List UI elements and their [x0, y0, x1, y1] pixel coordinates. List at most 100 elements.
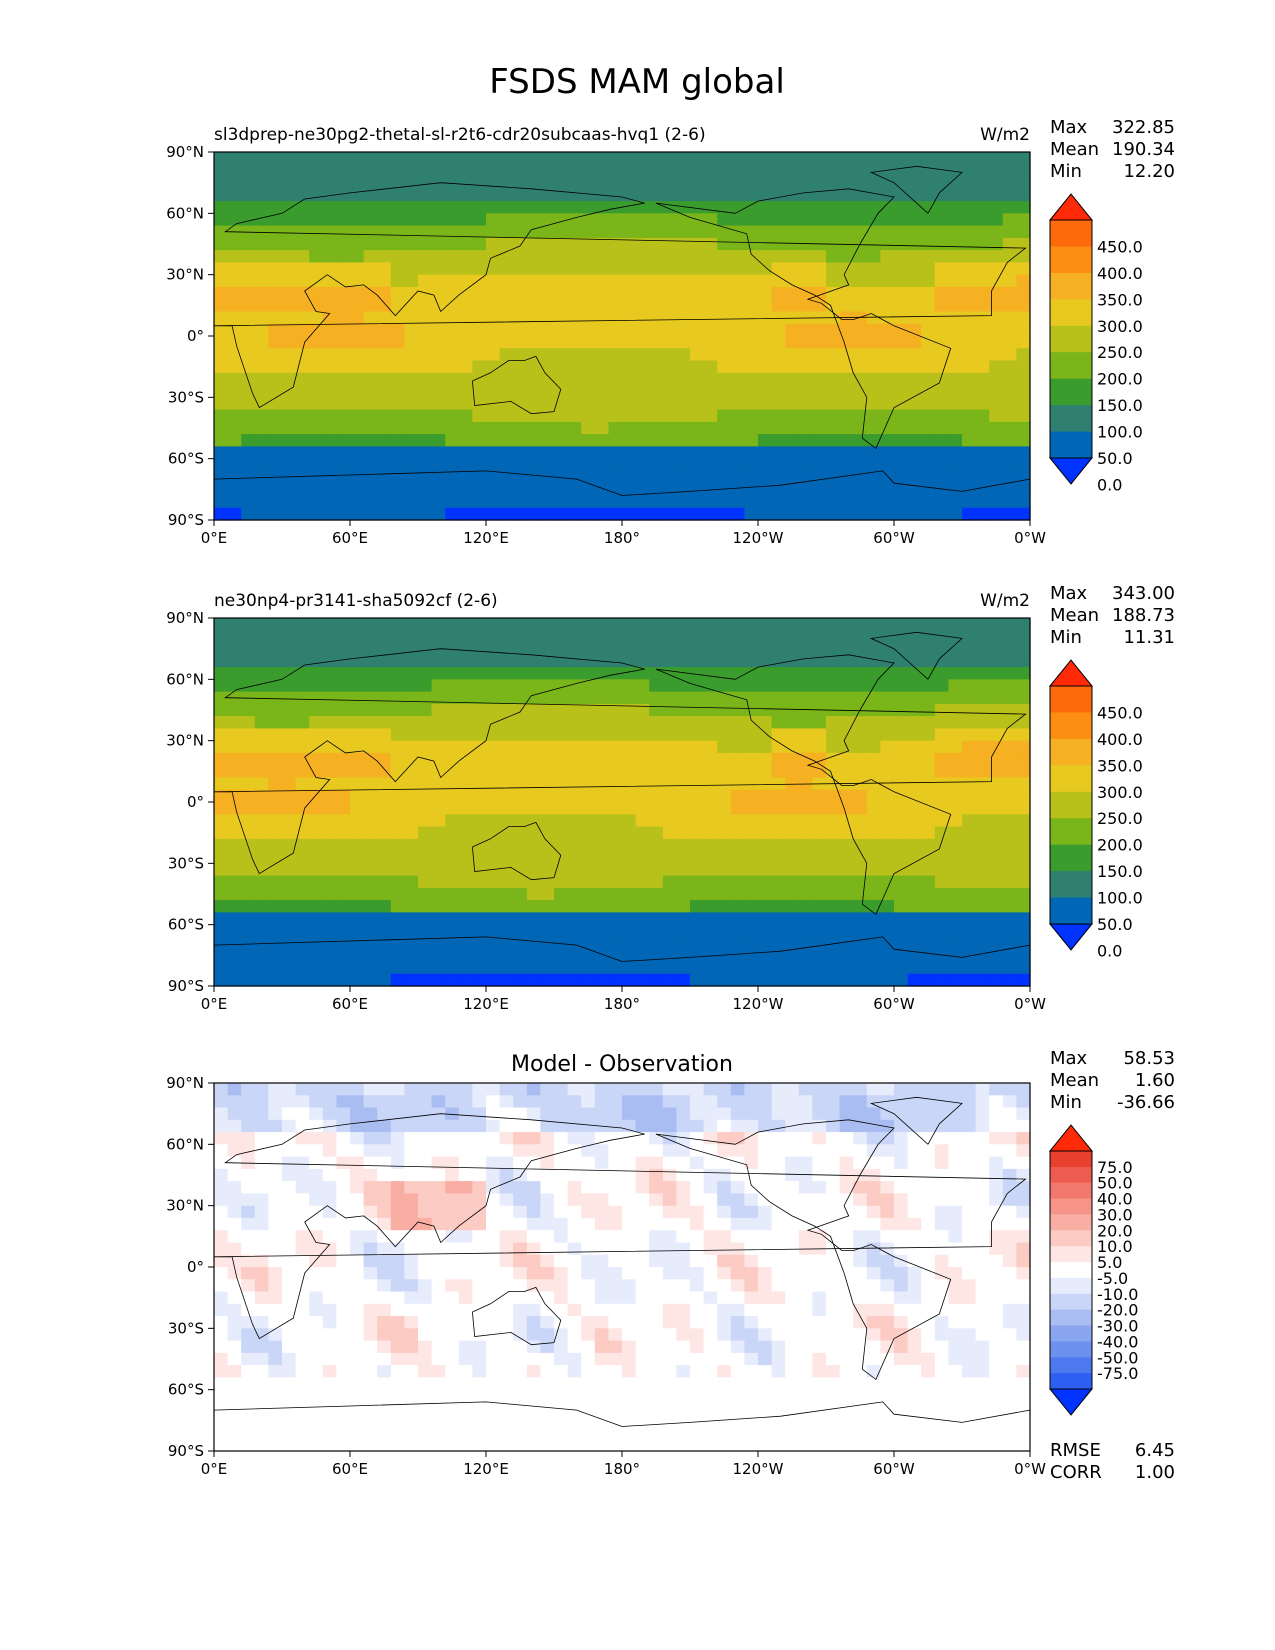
heat-cell	[662, 703, 677, 717]
heat-cell	[853, 1144, 868, 1158]
heat-cell	[758, 286, 773, 300]
heat-cell	[962, 924, 977, 938]
heat-cell	[907, 360, 922, 374]
heat-cell	[309, 250, 324, 263]
heat-cell	[377, 642, 392, 656]
heat-cell	[826, 752, 841, 766]
heat-cell	[554, 802, 569, 815]
heat-cell	[322, 1144, 337, 1158]
heat-cell	[690, 311, 705, 325]
heat-cell	[880, 360, 895, 374]
heat-cell	[690, 1267, 705, 1280]
heat-cell	[350, 446, 365, 460]
heat-cell	[581, 483, 596, 497]
heat-cell	[227, 973, 242, 987]
heat-cell	[744, 887, 759, 901]
heat-cell	[295, 201, 310, 214]
heat-cell	[458, 1291, 473, 1305]
heat-cell	[758, 152, 773, 165]
heat-cell	[322, 679, 337, 693]
heat-cell	[445, 188, 460, 202]
heat-cell	[744, 323, 759, 337]
heat-cell	[649, 323, 664, 337]
heat-cell	[336, 176, 351, 190]
heat-cell	[282, 740, 297, 754]
heat-cell	[526, 483, 541, 497]
heat-cell	[717, 1193, 732, 1207]
heat-cell	[826, 1095, 841, 1109]
heat-cell	[608, 826, 623, 840]
heat-cell	[635, 360, 650, 374]
heat-cell	[717, 752, 732, 766]
heat-cell	[839, 642, 854, 656]
heat-cell	[322, 348, 337, 362]
heat-cell	[513, 740, 528, 754]
heat-cell	[513, 863, 528, 877]
heat-cell	[486, 1144, 501, 1158]
heat-cell	[594, 164, 609, 178]
heat-cell	[309, 679, 324, 693]
heat-cell	[730, 360, 745, 374]
heat-cell	[472, 225, 487, 239]
heat-cell	[390, 483, 405, 497]
heat-cell	[404, 630, 419, 644]
heat-cell	[390, 1217, 405, 1231]
heat-cell	[975, 213, 990, 227]
heat-cell	[445, 348, 460, 362]
heat-cell	[962, 875, 977, 889]
heat-cell	[472, 470, 487, 484]
heat-cell	[826, 691, 841, 705]
heat-cell	[282, 483, 297, 497]
heat-cell	[934, 483, 949, 497]
heat-cell	[676, 1181, 691, 1194]
colorbar-label: 250.0	[1097, 809, 1143, 828]
heat-cell	[771, 642, 786, 656]
heat-cell	[894, 213, 909, 227]
heat-cell	[241, 1095, 256, 1109]
heat-cell	[880, 1328, 895, 1342]
heat-cell	[880, 789, 895, 803]
heat-cell	[635, 618, 650, 631]
heat-cell	[771, 495, 786, 509]
heat-cell	[744, 250, 759, 263]
heat-cell	[227, 1267, 242, 1280]
heat-cell	[513, 458, 528, 472]
heat-cell	[390, 1193, 405, 1207]
y-tick-label: 90°S	[168, 511, 204, 529]
heat-cell	[309, 237, 324, 251]
heat-cell	[418, 887, 433, 901]
heat-cell	[880, 691, 895, 705]
colorbar-extend-max	[1048, 659, 1094, 687]
heat-cell	[622, 1267, 637, 1280]
heat-cell	[486, 458, 501, 472]
heat-cell	[363, 1095, 378, 1109]
heat-cell	[853, 679, 868, 693]
heat-cell	[241, 201, 256, 214]
heat-cell	[812, 274, 827, 288]
heat-cell	[730, 421, 745, 435]
heat-cell	[948, 1132, 963, 1145]
heat-cell	[744, 1181, 759, 1194]
heat-cell	[635, 446, 650, 460]
heat-cell	[798, 434, 813, 447]
heat-cell	[948, 949, 963, 963]
heat-cell	[717, 495, 732, 509]
heat-cell	[812, 924, 827, 938]
heat-cell	[975, 777, 990, 791]
heat-cell	[322, 802, 337, 815]
heat-cell	[894, 1316, 909, 1329]
heat-cell	[567, 385, 582, 398]
heat-cell	[526, 679, 541, 693]
heat-cell	[418, 188, 433, 202]
heat-cell	[336, 789, 351, 803]
heat-cell	[730, 949, 745, 963]
heat-cell	[540, 323, 555, 337]
heat-cell	[880, 507, 895, 521]
heat-cell	[717, 703, 732, 717]
heat-cell	[662, 1303, 677, 1317]
heat-cell	[812, 1156, 827, 1170]
heat-cell	[431, 421, 446, 435]
heat-cell	[472, 1193, 487, 1207]
heat-cell	[554, 213, 569, 227]
heat-cell	[635, 777, 650, 791]
